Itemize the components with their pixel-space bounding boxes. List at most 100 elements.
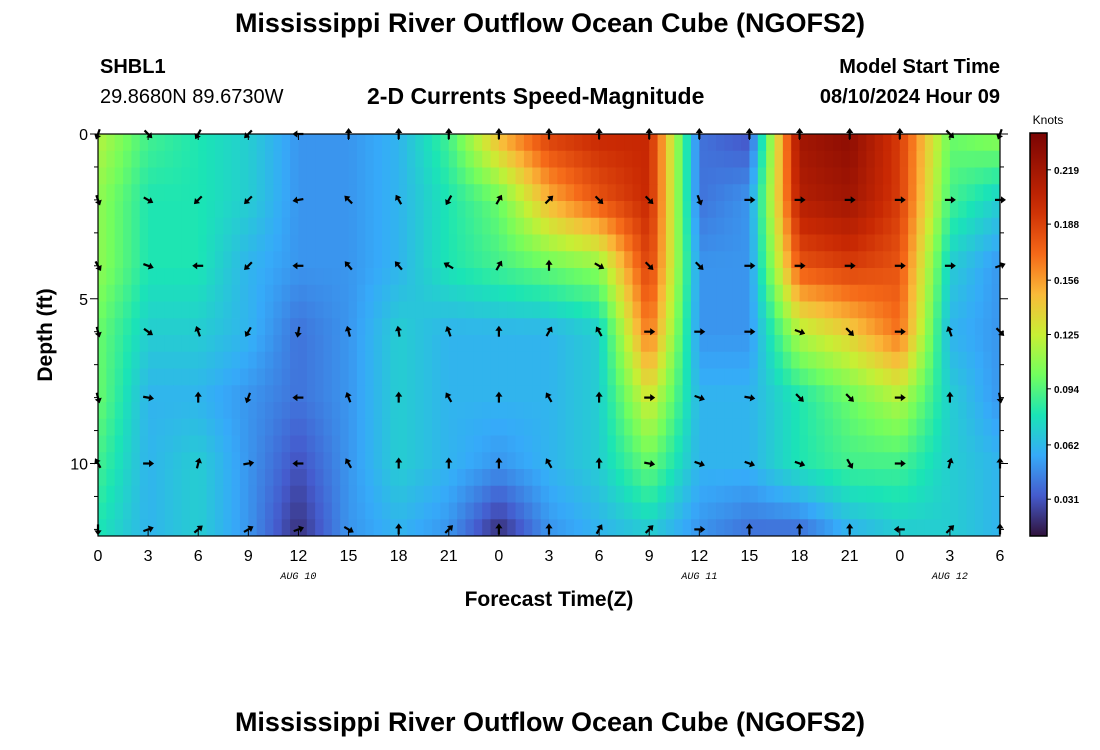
- heatmap-cell: [340, 150, 350, 169]
- heatmap-cell: [816, 284, 826, 303]
- heatmap-cell: [273, 402, 283, 420]
- heatmap-cell: [381, 452, 391, 470]
- heatmap-cell: [665, 469, 675, 487]
- heatmap-cell: [540, 284, 550, 303]
- heatmap-cell: [239, 217, 249, 236]
- heatmap-cell: [348, 268, 358, 286]
- heatmap-cell: [423, 435, 433, 453]
- heatmap-cell: [532, 385, 542, 403]
- heatmap-cell: [532, 217, 542, 236]
- heatmap-cell: [782, 134, 792, 152]
- heatmap-cell: [398, 452, 408, 470]
- heatmap-cell: [866, 301, 876, 319]
- current-arrow: [395, 194, 403, 205]
- heatmap-cell: [214, 351, 224, 370]
- heatmap-cell: [523, 217, 533, 236]
- heatmap-cell: [106, 134, 116, 152]
- heatmap-cell: [381, 385, 391, 403]
- heatmap-cell: [315, 251, 325, 269]
- heatmap-cell: [532, 201, 542, 219]
- heatmap-cell: [498, 217, 508, 236]
- heatmap-cell: [991, 502, 1000, 520]
- heatmap-cell: [858, 519, 867, 536]
- heatmap-cell: [440, 402, 450, 420]
- current-arrow: [944, 196, 956, 204]
- heatmap-cell: [924, 184, 934, 202]
- heatmap-cell: [340, 469, 350, 487]
- heatmap-cell: [231, 418, 241, 437]
- heatmap-cell: [398, 217, 408, 236]
- current-arrow: [794, 196, 806, 204]
- heatmap-cell: [690, 519, 700, 536]
- heatmap-cell: [707, 251, 717, 269]
- heatmap-cell: [356, 418, 366, 437]
- heatmap-cell: [707, 385, 717, 403]
- heatmap-cell: [858, 217, 867, 236]
- heatmap-cell: [482, 485, 492, 504]
- heatmap-cell: [448, 301, 458, 319]
- heatmap-cell: [515, 184, 525, 202]
- heatmap-cell: [315, 351, 325, 370]
- heatmap-cell: [941, 318, 951, 336]
- heatmap-cell: [716, 402, 725, 420]
- heatmap-cell: [148, 184, 158, 202]
- heatmap-cell: [649, 134, 659, 152]
- heatmap-cell: [749, 385, 759, 403]
- heatmap-cell: [148, 452, 158, 470]
- heatmap-cell: [690, 217, 700, 236]
- heatmap-cell: [883, 284, 893, 303]
- heatmap-cell: [181, 335, 191, 353]
- heatmap-cell: [323, 134, 333, 152]
- heatmap-cell: [214, 184, 224, 202]
- heatmap-cell: [365, 184, 375, 202]
- current-arrow: [894, 394, 906, 402]
- heatmap-cell: [356, 452, 366, 470]
- heatmap-cell: [866, 234, 876, 252]
- y-tick-label: 5: [79, 292, 88, 309]
- heatmap-cell: [674, 167, 684, 185]
- heatmap-cell: [966, 268, 976, 286]
- heatmap-cell: [398, 368, 408, 386]
- heatmap-cell: [590, 134, 600, 152]
- heatmap-cell: [966, 251, 976, 269]
- heatmap-cell: [824, 217, 834, 236]
- heatmap-cell: [156, 150, 166, 169]
- heatmap-cell: [323, 251, 333, 269]
- heatmap-cell: [407, 150, 416, 169]
- heatmap-cell: [774, 452, 784, 470]
- heatmap-cell: [590, 284, 600, 303]
- heatmap-cell: [256, 268, 266, 286]
- heatmap-cell: [523, 351, 533, 370]
- heatmap-cell: [248, 502, 258, 520]
- heatmap-cell: [189, 469, 199, 487]
- current-arrow: [444, 525, 454, 534]
- heatmap-cell: [239, 284, 249, 303]
- heatmap-cell: [482, 150, 492, 169]
- heatmap-cell: [966, 318, 976, 336]
- heatmap-cell: [373, 268, 383, 286]
- current-arrow: [644, 328, 656, 336]
- heatmap-cell: [640, 469, 650, 487]
- heatmap-cell: [206, 435, 216, 453]
- heatmap-cell: [899, 217, 909, 236]
- heatmap-cell: [574, 368, 584, 386]
- heatmap-cell: [348, 485, 358, 504]
- heatmap-cell: [933, 402, 943, 420]
- heatmap-cell: [381, 301, 391, 319]
- heatmap-cell: [223, 469, 233, 487]
- heatmap-cell: [657, 217, 667, 236]
- heatmap-cell: [407, 134, 416, 152]
- heatmap-cell: [123, 184, 133, 202]
- heatmap-cell: [348, 234, 358, 252]
- heatmap-cell: [181, 234, 191, 252]
- heatmap-cell: [248, 368, 258, 386]
- heatmap-cell: [841, 435, 851, 453]
- heatmap-cell: [933, 351, 943, 370]
- heatmap-cell: [782, 418, 792, 437]
- heatmap-cell: [615, 402, 625, 420]
- heatmap-cell: [515, 284, 525, 303]
- heatmap-cell: [315, 201, 325, 219]
- heatmap-cell: [482, 251, 492, 269]
- heatmap-cell: [716, 201, 725, 219]
- heatmap-cell: [757, 167, 767, 185]
